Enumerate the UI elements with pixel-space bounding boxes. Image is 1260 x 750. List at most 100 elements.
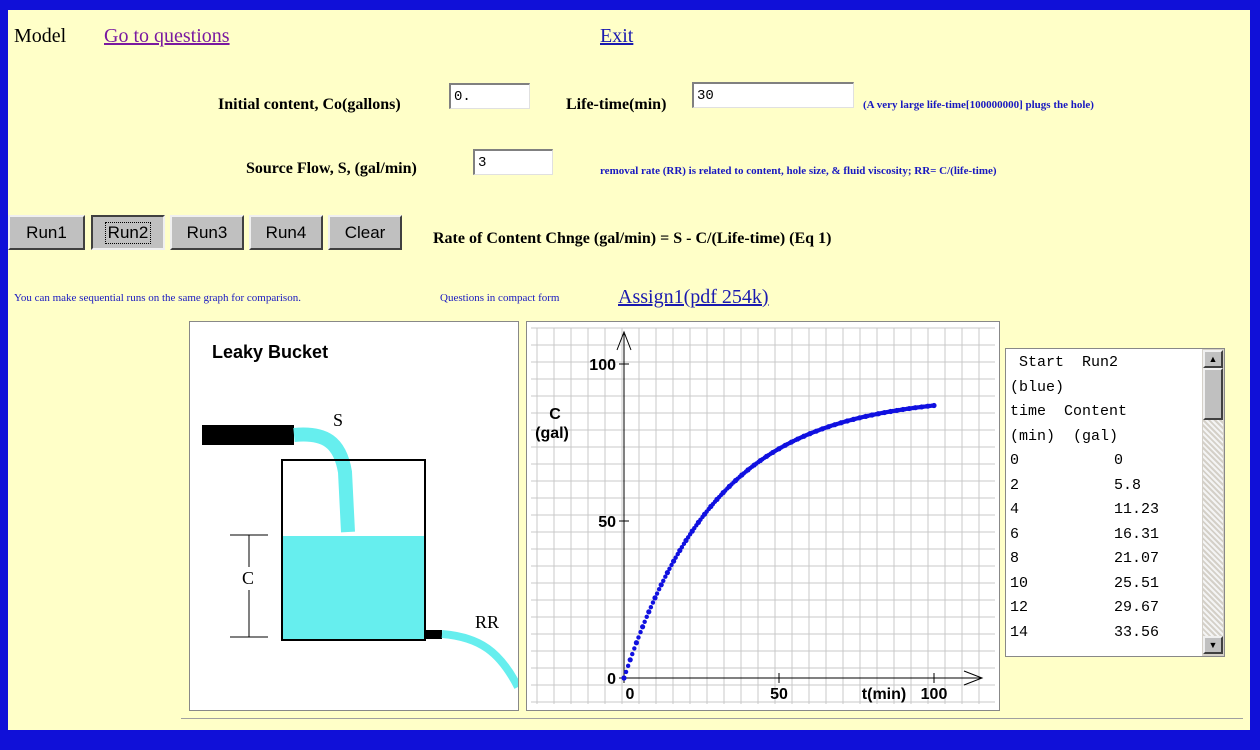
y-axis-label: C xyxy=(549,406,561,423)
time-cell: 6 xyxy=(1010,525,1020,543)
curve-marker xyxy=(648,604,654,610)
removal-rate-label: RR xyxy=(475,612,500,632)
curve-marker xyxy=(675,551,680,557)
source-flow-label: Source Flow, S, (gal/min) xyxy=(246,160,417,177)
table-row: 2 5.8 xyxy=(1010,477,1200,494)
curve-marker xyxy=(636,635,641,640)
table-header-line: (blue) xyxy=(1010,378,1065,396)
run1-button[interactable]: Run1 xyxy=(8,215,85,250)
data-point xyxy=(633,640,639,646)
content-cell: 33.56 xyxy=(1114,623,1160,641)
table-header-line: time Content xyxy=(1010,403,1128,420)
content-label: C xyxy=(242,568,255,588)
content-cell: 21.07 xyxy=(1114,550,1160,567)
bottom-divider xyxy=(181,718,1243,719)
data-point xyxy=(627,657,633,663)
clear-button[interactable]: Clear xyxy=(328,215,402,250)
table-scrollbar[interactable]: ▲ ▼ xyxy=(1202,349,1224,656)
y-tick-label: 100 xyxy=(589,357,616,374)
curve-marker xyxy=(642,619,647,625)
content-chart: 0 50 100 0 50 100 C (gal) t(min) xyxy=(531,327,995,704)
leaky-bucket-panel: Leaky Bucket S C RR xyxy=(189,321,519,711)
time-cell: 14 xyxy=(1010,623,1029,641)
data-point xyxy=(652,595,658,601)
bucket-title: Leaky Bucket xyxy=(212,342,329,362)
bucket-diagram xyxy=(202,425,518,689)
time-cell: 4 xyxy=(1010,501,1020,518)
scroll-up-button[interactable]: ▲ xyxy=(1203,350,1223,368)
content-cell: 0 xyxy=(1114,452,1124,469)
content-cell: 11.23 xyxy=(1114,501,1160,518)
initial-content-field[interactable] xyxy=(449,83,530,109)
table-row: 12 29.67 xyxy=(1010,599,1200,616)
bucket-outline xyxy=(281,459,426,641)
model-label: Model xyxy=(14,25,67,47)
y-tick-label: 0 xyxy=(607,671,616,688)
run1-button-label: Run1 xyxy=(26,222,67,242)
run3-button-label: Run3 xyxy=(186,222,228,242)
applet-frame: Model Go to questions Exit Initial conte… xyxy=(8,10,1250,730)
lifetime-label: Life-time(min) xyxy=(566,96,667,113)
table-header-line: (min) (gal) xyxy=(1010,427,1119,445)
x-tick-label: 100 xyxy=(921,686,948,703)
compact-form-note: Questions in compact form xyxy=(440,292,560,304)
scroll-thumb[interactable] xyxy=(1203,368,1223,420)
curve-marker xyxy=(625,663,631,669)
content-cell: 5.8 xyxy=(1114,476,1142,494)
data-point xyxy=(640,624,646,630)
go-to-questions-link[interactable]: Go to questions xyxy=(104,25,230,47)
run4-button[interactable]: Run4 xyxy=(249,215,323,250)
rate-equation: Rate of Content Chnge (gal/min) = S - C/… xyxy=(433,230,832,247)
lifetime-field[interactable] xyxy=(692,82,854,108)
run4-button-label: Run4 xyxy=(265,222,307,242)
table-row: 6 16.31 xyxy=(1010,526,1200,543)
y-tick-label: 50 xyxy=(598,514,616,531)
assign1-pdf-link[interactable]: Assign1(pdf 254k) xyxy=(618,286,769,308)
outlet-pipe xyxy=(424,630,442,639)
time-cell: 8 xyxy=(1010,550,1020,567)
y-axis-arrow xyxy=(616,330,632,351)
bucket-water xyxy=(283,536,424,639)
table-row: 14 33.56 xyxy=(1010,624,1200,641)
lifetime-note: (A very large life-time[100000000] plugs… xyxy=(863,99,1094,111)
curve-marker xyxy=(632,646,637,651)
y-axis-unit-label: (gal) xyxy=(535,425,569,442)
curve-marker xyxy=(638,629,643,635)
curve-marker xyxy=(669,562,674,568)
time-cell: 0 xyxy=(1010,452,1020,469)
data-point xyxy=(931,402,937,409)
curve-marker xyxy=(654,591,660,596)
source-flow-field[interactable] xyxy=(473,149,553,175)
table-row: 10 25.51 xyxy=(1010,575,1200,592)
scroll-down-button[interactable]: ▼ xyxy=(1203,636,1223,654)
curve-marker xyxy=(663,574,668,579)
curve-marker xyxy=(630,651,635,657)
outflow-stream xyxy=(441,630,518,689)
content-cell: 29.67 xyxy=(1114,599,1160,616)
curve-marker xyxy=(685,535,691,540)
run3-button[interactable]: Run3 xyxy=(170,215,244,250)
curve-marker xyxy=(661,578,666,583)
time-cell: 2 xyxy=(1010,476,1020,494)
table-header-line: Start Run2 xyxy=(1010,354,1119,371)
scroll-track[interactable] xyxy=(1203,420,1223,636)
data-point xyxy=(658,582,664,588)
curve-marker xyxy=(679,544,685,550)
sequential-runs-note: You can make sequential runs on the same… xyxy=(14,292,301,304)
curve-marker xyxy=(673,555,678,560)
source-pipe xyxy=(202,425,294,445)
data-point xyxy=(621,675,627,681)
data-point xyxy=(664,570,670,576)
data-point xyxy=(671,558,677,564)
curve-marker xyxy=(644,614,649,620)
results-table-panel: Start Run2 (blue) time Content (min) (gal) 0… xyxy=(1005,348,1225,657)
exit-link[interactable]: Exit xyxy=(600,25,634,47)
curve-marker xyxy=(650,600,656,605)
chart-panel: 0 50 100 0 50 100 C (gal) t(min) xyxy=(526,321,1000,711)
initial-content-label: Initial content, Co(gallons) xyxy=(218,96,401,113)
content-cell: 16.31 xyxy=(1114,525,1160,543)
run2-button[interactable]: Run2 xyxy=(91,215,165,250)
curve-marker xyxy=(623,669,629,675)
removal-rate-note: removal rate (RR) is related to content,… xyxy=(600,165,997,177)
